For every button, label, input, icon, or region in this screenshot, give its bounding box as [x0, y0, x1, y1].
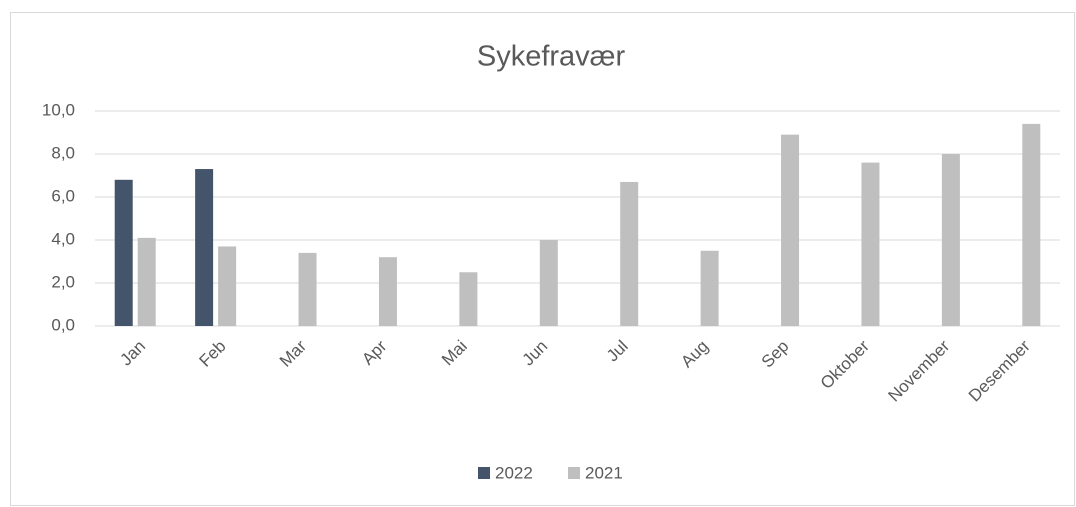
- bar: [700, 250, 719, 326]
- bar: [941, 154, 960, 326]
- legend-swatch: [478, 467, 490, 479]
- bar: [137, 237, 156, 326]
- bar: [781, 134, 800, 326]
- bar: [539, 240, 558, 326]
- bar: [1022, 123, 1041, 327]
- bar: [861, 162, 880, 326]
- bar: [620, 181, 639, 326]
- chart-title: Sykefravær: [477, 41, 626, 73]
- bar: [114, 179, 133, 326]
- y-tick-label: 4,0: [51, 229, 75, 248]
- y-tick-label: 2,0: [51, 272, 75, 291]
- bar: [298, 252, 317, 326]
- legend-label: 2021: [585, 463, 623, 482]
- bar: [218, 246, 237, 326]
- legend-label: 2022: [495, 463, 533, 482]
- bar: [195, 169, 214, 326]
- legend-swatch: [568, 467, 580, 479]
- bar: [459, 272, 478, 326]
- y-tick-label: 0,0: [51, 315, 75, 334]
- y-tick-label: 8,0: [51, 143, 75, 162]
- bar: [378, 257, 397, 326]
- y-tick-label: 6,0: [51, 186, 75, 205]
- y-tick-label: 10,0: [42, 100, 75, 119]
